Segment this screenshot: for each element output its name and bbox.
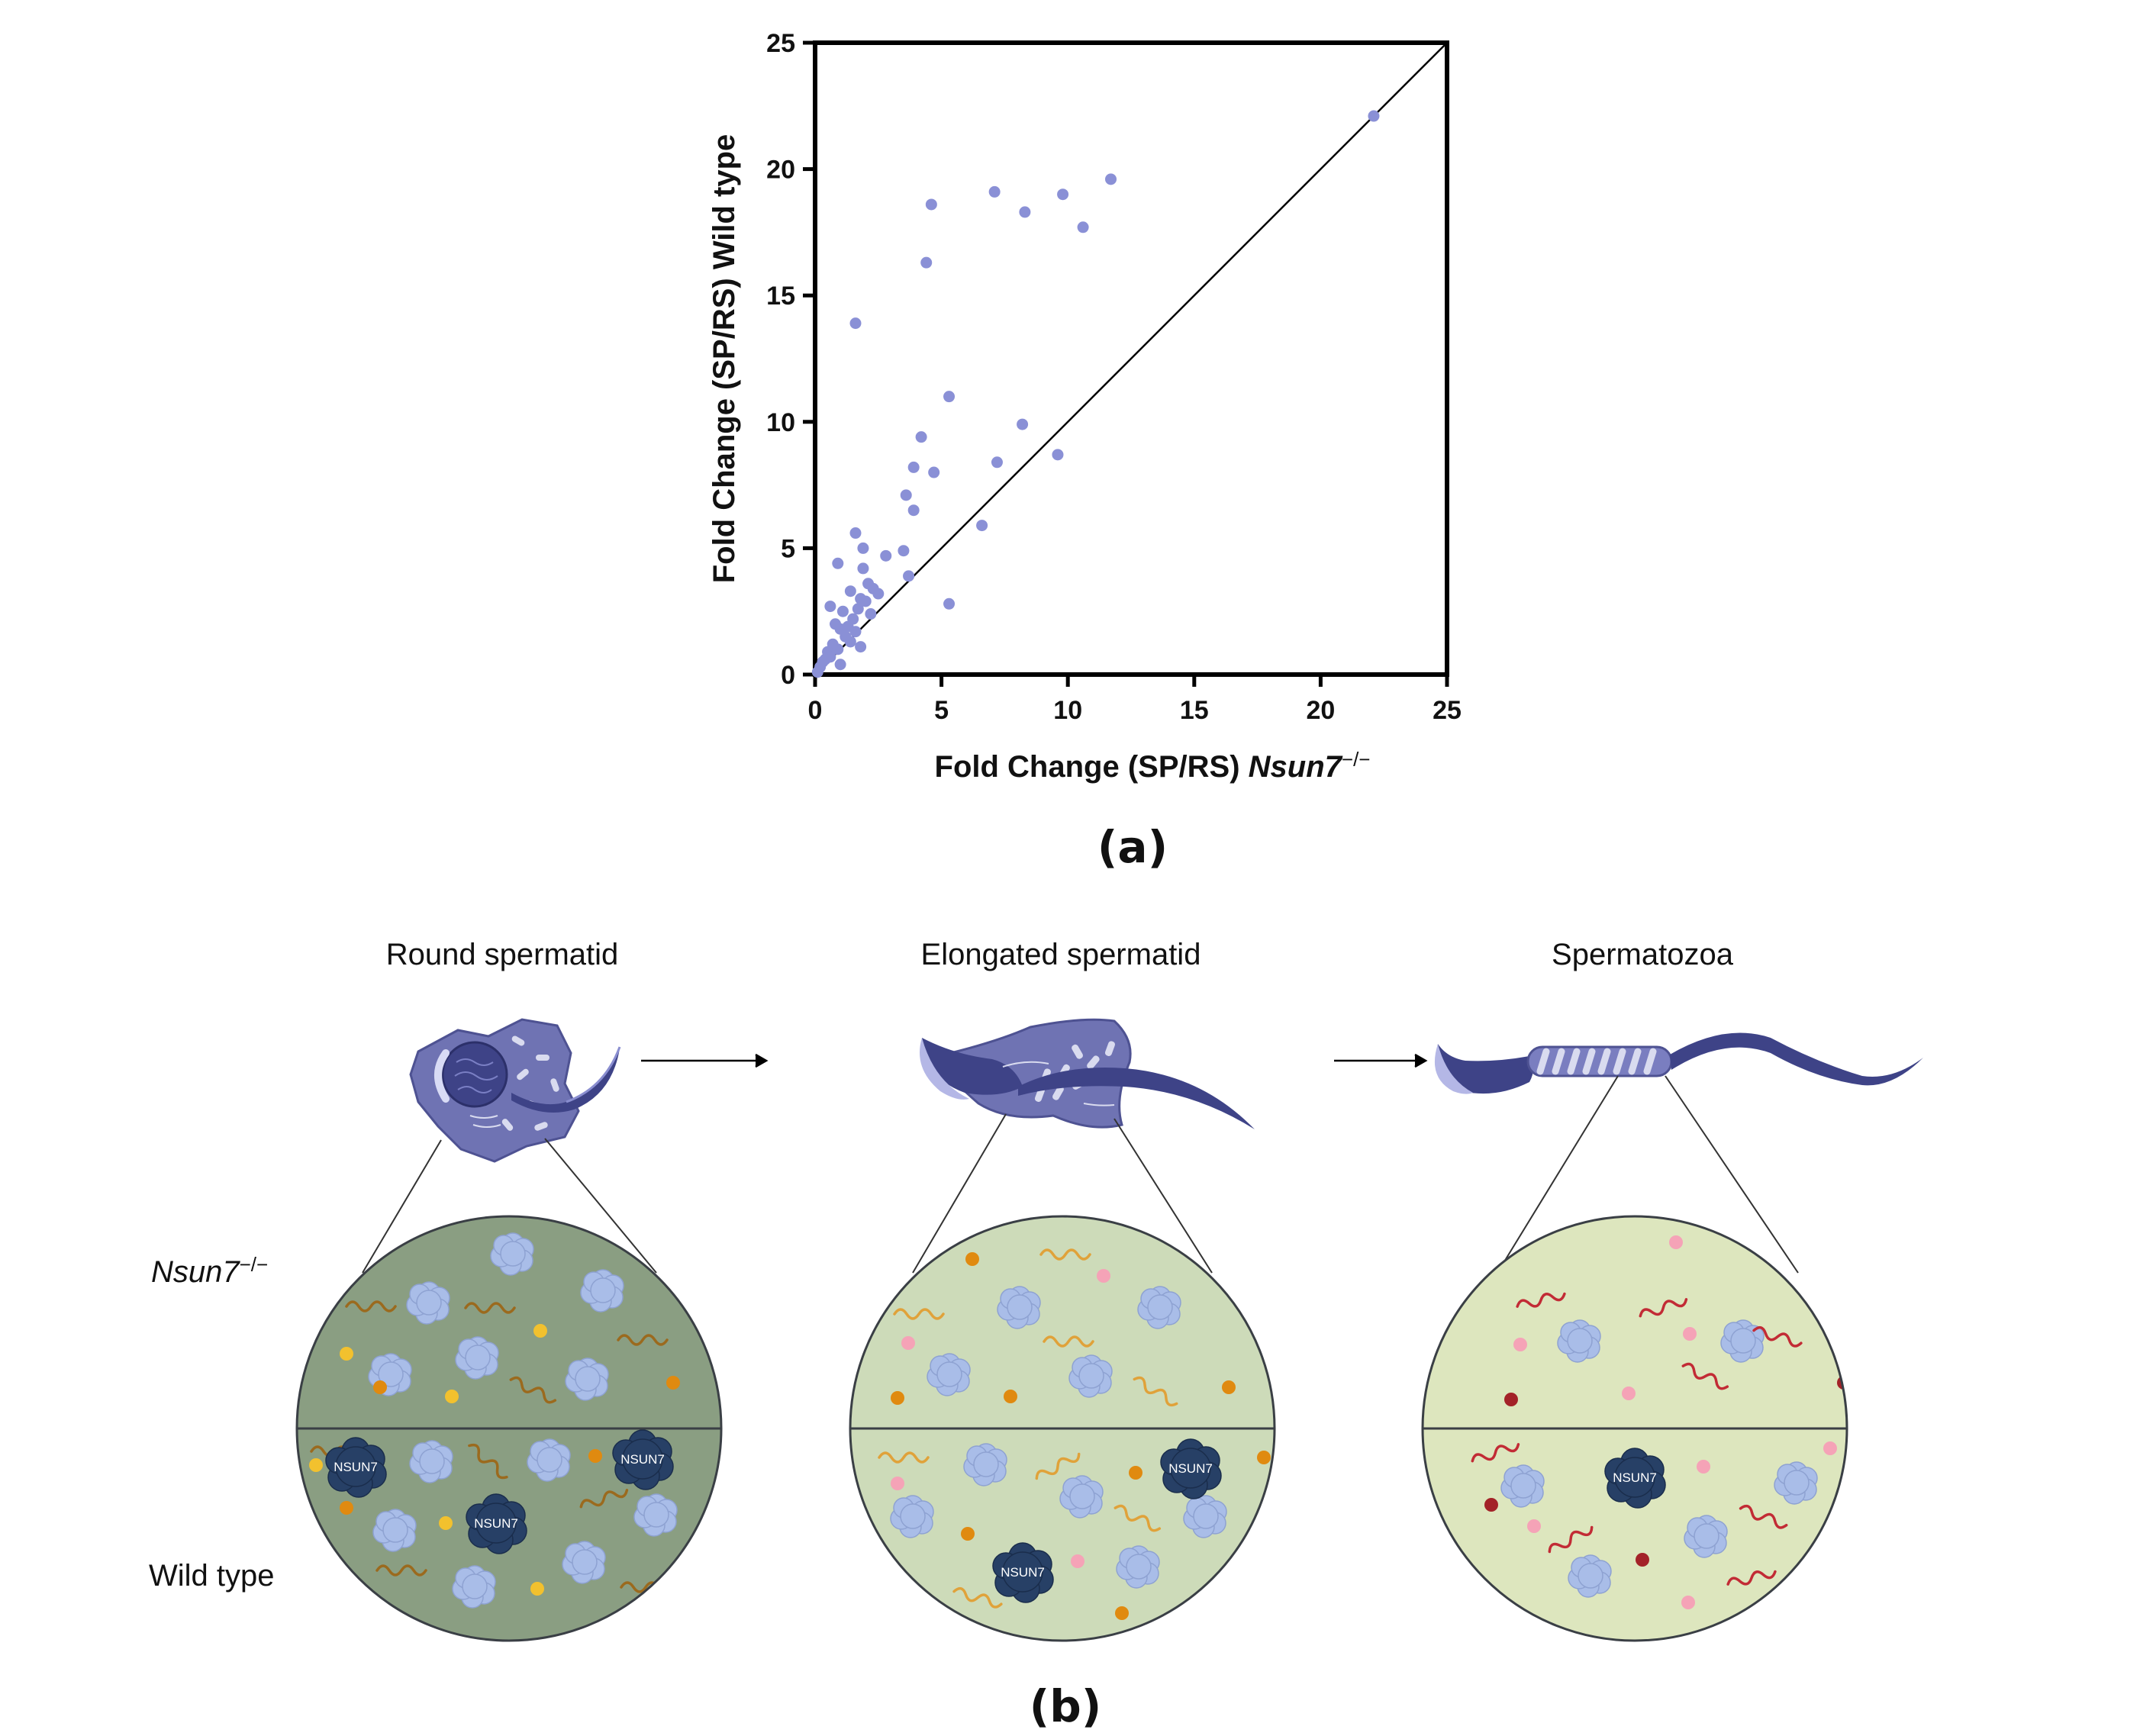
arrow-round-to-elongated	[641, 1053, 769, 1068]
scatter-point	[898, 545, 910, 557]
scatter-point	[1057, 188, 1069, 201]
scatter-point	[859, 595, 872, 607]
scatter-point	[824, 601, 836, 613]
scatter-point	[903, 570, 915, 582]
panel-a-label: (a)	[1097, 821, 1168, 873]
x-axis-title: Fold Change (SP/RS) Nsun7−/−	[935, 748, 1371, 784]
x-tick-label: 20	[1306, 696, 1335, 725]
nsun7-label-c3: NSUN7	[1613, 1470, 1657, 1485]
scatter-plot: 0 5 10 15 20 25 0 5 10 15 20 25	[766, 29, 1462, 725]
scatter-point	[834, 659, 846, 671]
scatter-point	[849, 626, 862, 638]
zoom-circle-spermatozoa: NSUN7	[1421, 1215, 1848, 1642]
nsun7-label-c2a: NSUN7	[1168, 1461, 1213, 1476]
scatter-point	[849, 527, 862, 539]
scatter-point	[872, 588, 885, 600]
round-spermatid-cell	[409, 1018, 621, 1163]
row-label-wild-type: Wild type	[149, 1559, 275, 1593]
scatter-point	[857, 562, 869, 575]
identity-line	[814, 42, 1448, 675]
scatter-point	[855, 641, 867, 653]
scatter-point	[1077, 221, 1089, 234]
y-tick-label: 10	[766, 408, 795, 437]
scatter-point	[1368, 110, 1380, 122]
scatter-point	[907, 504, 920, 517]
arrow-elongated-to-spermatozoa	[1334, 1053, 1428, 1068]
scatter-point	[988, 185, 1001, 198]
scatter-point	[900, 489, 912, 501]
scatter-point	[844, 585, 856, 597]
scatter-point	[844, 636, 856, 648]
scatter-point	[920, 256, 933, 269]
plot-frame	[813, 40, 1449, 677]
y-tick-label: 20	[766, 156, 795, 185]
scatter-point	[943, 391, 956, 403]
x-tick-label: 0	[808, 696, 823, 725]
scatter-point	[836, 605, 849, 617]
scatter-point	[1105, 173, 1117, 185]
scatter-point	[1017, 418, 1029, 430]
scatter-point	[852, 603, 864, 615]
x-tick-label: 5	[934, 696, 949, 725]
y-tick-label: 5	[781, 534, 795, 563]
x-tick-label: 10	[1053, 696, 1082, 725]
x-tick-label: 15	[1180, 696, 1209, 725]
zoom-circle-round: NSUN7 NSUN7 NSUN7	[295, 1215, 723, 1642]
scatter-point	[1019, 206, 1031, 218]
scatter-point	[991, 456, 1003, 469]
scatter-point	[925, 198, 937, 211]
x-tick-label: 25	[1433, 696, 1462, 725]
scatter-point	[943, 597, 956, 610]
elongated-spermatid-cell	[920, 1018, 1255, 1129]
scatter-point	[880, 549, 892, 562]
x-axis-title-main: Fold Change (SP/RS)	[935, 750, 1249, 784]
scatter-point	[857, 542, 869, 554]
row-label-knockout: Nsun7−/−	[151, 1253, 268, 1289]
scatter-point	[811, 666, 823, 678]
x-axis-title-gene: Nsun7	[1249, 750, 1343, 784]
zoom-lines	[362, 1075, 1799, 1274]
y-tick-label: 15	[766, 282, 795, 311]
x-axis-ticks: 0 5 10 15 20 25	[808, 675, 1462, 725]
y-axis-ticks: 0 5 10 15 20 25	[766, 29, 815, 690]
zoom-circle-elongated: NSUN7 NSUN7	[849, 1215, 1276, 1642]
spermatozoa-cell	[1434, 1032, 1923, 1094]
nsun7-label-c1a: NSUN7	[334, 1460, 378, 1474]
stage-title-spermatozoa: Spermatozoa	[1552, 938, 1734, 971]
scatter-point	[849, 317, 862, 330]
y-tick-label: 0	[781, 661, 795, 690]
row-label-knockout-gene: Nsun7	[151, 1255, 240, 1289]
scatter-point	[928, 466, 940, 478]
scatter-point	[865, 608, 877, 620]
nsun7-label-c2b: NSUN7	[1001, 1565, 1045, 1580]
y-tick-label: 25	[766, 29, 795, 58]
scatter-point	[907, 461, 920, 473]
stage-title-elongated: Elongated spermatid	[921, 938, 1201, 971]
panel-b-label: (b)	[1030, 1680, 1102, 1732]
scatter-point	[832, 557, 844, 569]
nsun7-label-c1c: NSUN7	[474, 1516, 518, 1531]
scatter-points	[811, 110, 1380, 678]
row-label-knockout-sup: −/−	[240, 1253, 269, 1276]
scatter-point	[915, 431, 927, 443]
scatter-point	[976, 520, 988, 532]
scatter-point	[1052, 449, 1064, 461]
x-axis-title-sup: −/−	[1342, 748, 1371, 771]
y-axis-title: Fold Change (SP/RS) Wild type	[707, 134, 741, 584]
stage-title-round: Round spermatid	[386, 938, 619, 971]
scatter-point	[832, 643, 844, 655]
nsun7-label-c1b: NSUN7	[620, 1452, 665, 1467]
